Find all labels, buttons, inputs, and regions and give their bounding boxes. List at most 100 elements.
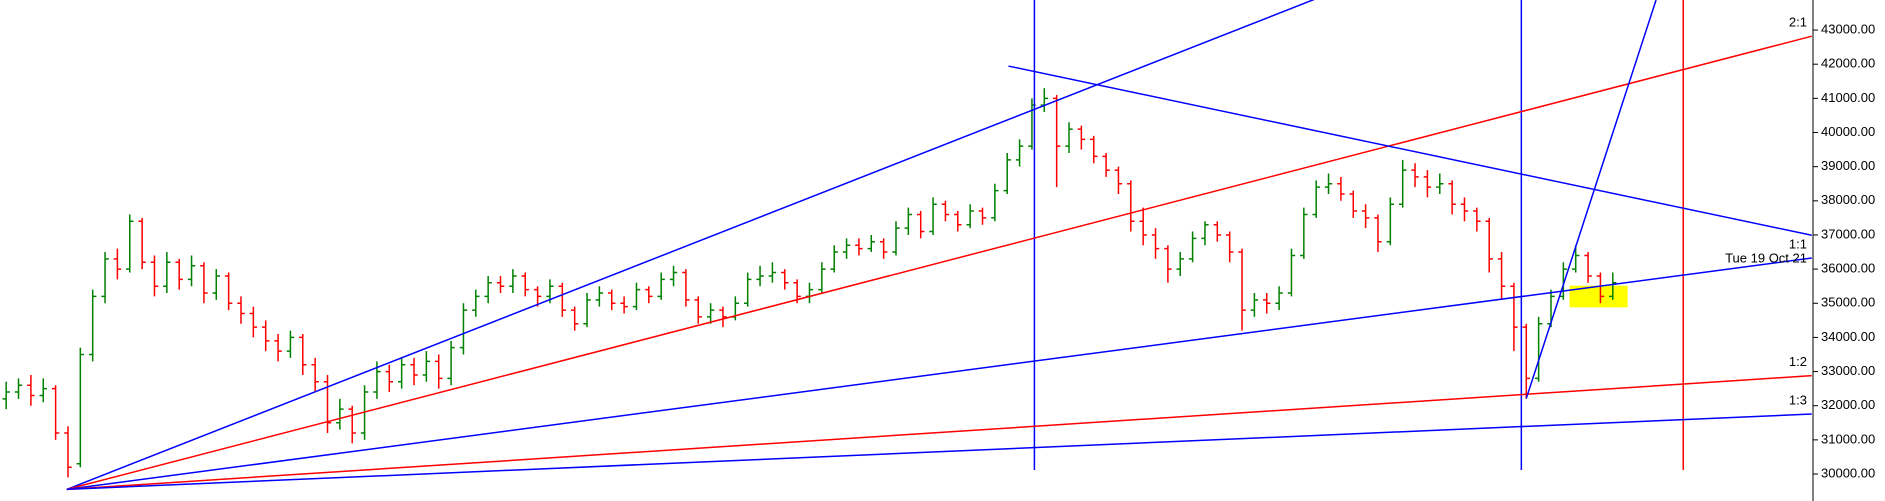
- trend-line: [66, 257, 1812, 491]
- ohlc-bar: [1510, 282, 1518, 352]
- ohlc-bar: [1312, 180, 1320, 218]
- ohlc-bar: [1077, 125, 1086, 150]
- ohlc-bar: [27, 374, 35, 406]
- ohlc-bar: [459, 303, 468, 355]
- ohlc-bar: [1337, 176, 1345, 201]
- ohlc-bar: [1473, 207, 1481, 232]
- ohlc-bar: [472, 289, 480, 317]
- ohlc-bar: [187, 255, 196, 287]
- ohlc-bar: [1213, 221, 1222, 242]
- ohlc-bar: [101, 252, 109, 304]
- y-tick-label: 41000.00: [1821, 90, 1875, 105]
- ohlc-bar: [1386, 197, 1395, 246]
- ohlc-bar: [533, 286, 542, 307]
- ohlc-bar: [1300, 207, 1308, 259]
- ohlc-bar: [410, 357, 418, 386]
- ohlc-bar: [719, 306, 727, 328]
- ohlc-bar: [781, 269, 789, 290]
- line-label: 1:3: [1789, 392, 1807, 407]
- trend-line: [66, 35, 1812, 491]
- ohlc-bar: [311, 357, 319, 393]
- ohlc-bar: [694, 296, 702, 324]
- ohlc-bar: [39, 378, 47, 403]
- ohlc-bar: [1436, 173, 1444, 194]
- line-label: 1:2: [1789, 354, 1807, 369]
- ohlc-bar: [1485, 217, 1493, 273]
- ohlc-bar: [1164, 245, 1172, 283]
- y-tick-label: 33000.00: [1821, 363, 1875, 378]
- ohlc-bar: [1287, 248, 1296, 297]
- ohlc-bar: [397, 357, 406, 389]
- ohlc-bar: [88, 289, 97, 362]
- trend-line: [1008, 65, 1812, 236]
- ohlc-bar: [237, 296, 245, 324]
- ohlc-bar: [1497, 252, 1506, 300]
- ohlc-bar: [286, 330, 295, 358]
- ohlc-bar: [595, 286, 604, 307]
- ohlc-bar: [138, 217, 146, 270]
- ohlc-bar: [1263, 293, 1271, 314]
- ohlc-bar: [867, 234, 875, 253]
- ohlc-bar: [1250, 293, 1259, 317]
- ohlc-bar: [113, 248, 122, 280]
- ohlc-bar: [274, 334, 282, 362]
- ohlc-bar: [1139, 207, 1147, 246]
- ohlc-bar: [1275, 286, 1283, 311]
- y-tick-label: 34000.00: [1821, 329, 1875, 344]
- y-tick-label: 39000.00: [1821, 158, 1875, 173]
- ohlc-bar: [64, 426, 72, 478]
- ohlc-bar: [1188, 231, 1197, 263]
- ohlc-bar: [484, 275, 492, 304]
- y-tick-label: 31000.00: [1821, 431, 1875, 446]
- ohlc-bar: [1460, 197, 1469, 222]
- ohlc-bar: [842, 238, 851, 259]
- ohlc-bar: [496, 275, 505, 294]
- date-label: Tue 19 Oct 21: [1725, 250, 1807, 265]
- ohlc-bar: [1361, 204, 1370, 229]
- ohlc-bar: [224, 272, 233, 311]
- ohlc-bar: [1522, 323, 1530, 399]
- ohlc-bar: [385, 364, 394, 393]
- ohlc-bar: [1534, 316, 1543, 382]
- ohlc-bar: [929, 197, 937, 235]
- line-label: 1:1: [1789, 236, 1807, 251]
- ohlc-bar: [966, 204, 974, 229]
- ohlc-bar: [1201, 221, 1209, 246]
- ohlc-bar: [706, 303, 715, 324]
- ohlc-bar: [1423, 170, 1432, 198]
- ohlc-bar: [756, 265, 764, 287]
- ohlc-bar: [645, 286, 653, 304]
- ohlc-bar: [521, 272, 529, 297]
- ohlc-bar: [1596, 272, 1605, 304]
- ohlc-bar: [1609, 272, 1617, 300]
- y-tick-label: 30000.00: [1821, 465, 1875, 480]
- trend-line: [66, 413, 1812, 491]
- ohlc-bar: [620, 296, 628, 314]
- ohlc-bar: [249, 306, 258, 338]
- ohlc-bar: [991, 183, 999, 222]
- ohlc-bar: [1151, 228, 1160, 259]
- ohlc-bar: [323, 374, 332, 434]
- ohlc-bar: [348, 405, 356, 444]
- y-tick-label: 38000.00: [1821, 192, 1875, 207]
- y-tick-label: 35000.00: [1821, 295, 1875, 310]
- ohlc-bar: [669, 265, 678, 287]
- trend-line: [66, 0, 1315, 491]
- ohlc-bar: [299, 334, 307, 375]
- ohlc-bar: [978, 207, 987, 225]
- ohlc-bar: [892, 221, 900, 256]
- ohlc-bar: [855, 238, 863, 256]
- ohlc-bar: [917, 211, 925, 239]
- ohlc-bar: [1090, 135, 1098, 164]
- ohlc-bar: [509, 269, 517, 294]
- ohlc-bar: [1176, 252, 1184, 276]
- ohlc-bar: [200, 262, 208, 304]
- ohlc-bar: [1127, 180, 1135, 232]
- ohlc-bar: [768, 262, 777, 283]
- ohlc-bar: [76, 347, 85, 468]
- ohlc-bar: [954, 211, 962, 232]
- ohlc-bar: [212, 269, 220, 300]
- ohlc-bar: [558, 282, 567, 317]
